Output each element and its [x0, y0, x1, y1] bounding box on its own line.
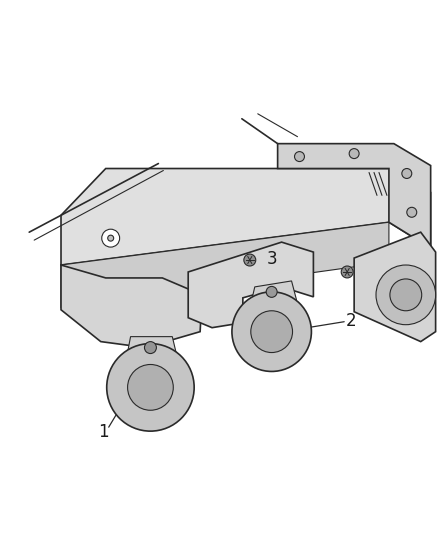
Circle shape: [376, 265, 436, 325]
Circle shape: [251, 311, 293, 352]
Polygon shape: [252, 281, 297, 300]
Text: 3: 3: [267, 250, 277, 268]
Circle shape: [402, 168, 412, 179]
Polygon shape: [354, 232, 436, 342]
Circle shape: [294, 151, 304, 161]
Text: 1: 1: [98, 423, 108, 441]
Polygon shape: [188, 242, 314, 328]
Circle shape: [390, 279, 422, 311]
Circle shape: [407, 207, 417, 217]
Text: 2: 2: [346, 312, 357, 330]
Circle shape: [102, 229, 120, 247]
Circle shape: [145, 342, 156, 353]
Polygon shape: [61, 168, 431, 265]
Polygon shape: [278, 144, 431, 248]
Circle shape: [244, 254, 256, 266]
Circle shape: [107, 344, 194, 431]
Circle shape: [127, 365, 173, 410]
Circle shape: [266, 286, 277, 297]
Polygon shape: [61, 222, 389, 308]
Polygon shape: [127, 337, 177, 358]
Circle shape: [349, 149, 359, 158]
Circle shape: [108, 235, 114, 241]
Circle shape: [232, 292, 311, 372]
Polygon shape: [61, 265, 202, 348]
Circle shape: [341, 266, 353, 278]
